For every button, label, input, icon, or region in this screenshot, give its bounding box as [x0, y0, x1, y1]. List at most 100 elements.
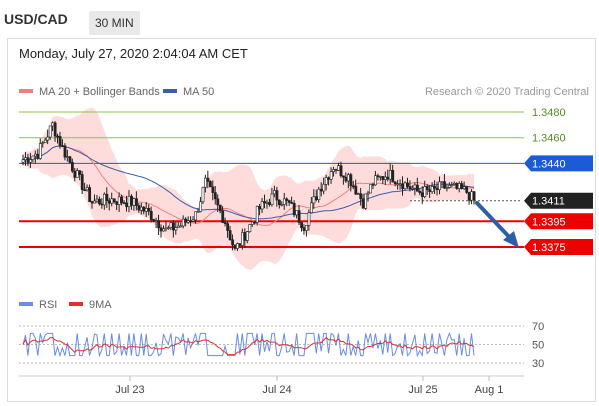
candle-body: [440, 181, 444, 183]
candle-body: [21, 159, 25, 163]
level-tag-3: [524, 192, 593, 209]
candle-body: [164, 227, 168, 230]
candle-body: [61, 145, 64, 147]
candle-body: [95, 198, 99, 202]
candle-body: [105, 193, 109, 202]
timeframe-badge[interactable]: 30 MIN: [89, 11, 140, 35]
candle-body: [430, 186, 434, 193]
ma50-line: [22, 145, 475, 220]
candle-body: [127, 195, 131, 208]
candle-body: [228, 230, 232, 241]
candle-body: [243, 232, 247, 241]
candle-body: [154, 220, 158, 222]
candle-body: [455, 183, 459, 189]
candle-body: [112, 198, 116, 203]
candle-body: [233, 244, 237, 249]
candle-body: [322, 183, 326, 192]
candle-body: [174, 227, 178, 231]
candle-body: [189, 220, 193, 223]
legend-rsi-label: RSI: [39, 299, 57, 311]
candle-body: [255, 206, 259, 223]
candle-body: [34, 153, 37, 157]
candle-body: [85, 187, 89, 191]
candle-body: [282, 198, 286, 205]
candle-body: [162, 228, 165, 232]
candle-body: [135, 198, 138, 206]
legend-rsi-swatch: [19, 302, 33, 306]
candle-body: [216, 198, 220, 206]
candle-body: [147, 208, 151, 212]
candle-body: [406, 182, 409, 187]
symbol-title: USD/CAD: [4, 11, 68, 27]
candle-body: [295, 210, 299, 216]
candle-body: [172, 222, 175, 231]
candle-body: [63, 145, 67, 158]
candle-body: [181, 218, 185, 227]
candle-body: [297, 210, 301, 223]
candle-body: [199, 201, 202, 212]
candle-body: [80, 174, 84, 191]
candle-body: [319, 188, 323, 192]
bollinger-band: [23, 107, 474, 270]
candle-body: [125, 202, 129, 208]
level-label-0: 1.3480: [532, 107, 566, 119]
candle-body: [31, 155, 35, 160]
candle-body: [305, 225, 308, 231]
candle-body: [337, 165, 340, 171]
candle-body: [401, 183, 405, 190]
candle-body: [204, 177, 207, 188]
candle-body: [351, 185, 355, 188]
candle-body: [176, 225, 180, 228]
candle-body: [268, 202, 271, 205]
candle-body: [221, 210, 225, 223]
rsi-tick-2: 30: [532, 358, 544, 370]
candle-body: [420, 192, 424, 197]
level-tag-2: [524, 155, 593, 172]
candle-body: [236, 243, 239, 249]
candle-body: [100, 203, 104, 206]
candle-body: [334, 169, 338, 171]
candle-body: [314, 196, 318, 200]
candle-body: [107, 200, 111, 204]
candle-body: [349, 174, 353, 187]
candle-body: [179, 225, 183, 228]
candle-body: [278, 199, 281, 205]
candle-body: [115, 201, 119, 205]
legend-ma9-label: 9MA: [89, 299, 112, 311]
candle-body: [398, 183, 402, 186]
forecast-arrow-head: [503, 231, 519, 248]
candle-body: [241, 232, 244, 246]
candle-body: [265, 202, 269, 204]
candle-body: [329, 171, 333, 180]
candle-body: [83, 189, 87, 192]
candle-body: [90, 201, 94, 204]
level-tag-5: [524, 239, 593, 255]
candle-body: [312, 196, 316, 204]
candle-body: [56, 135, 60, 138]
candle-body: [376, 175, 380, 178]
candle-body: [413, 184, 417, 189]
candle-body: [139, 206, 143, 211]
candle-body: [450, 184, 454, 186]
candle-body: [391, 170, 395, 183]
candle-body: [270, 193, 274, 205]
candle-body: [258, 206, 262, 210]
candle-body: [169, 222, 173, 228]
candle-body: [184, 218, 188, 223]
level-label-2: 1.3440: [532, 158, 566, 170]
candle-body: [26, 157, 30, 163]
candle-body: [142, 206, 146, 212]
candle-body: [186, 220, 190, 223]
level-tag-4: [524, 213, 593, 230]
candle-body: [238, 243, 242, 246]
candle-body: [41, 142, 45, 144]
candle-body: [213, 192, 217, 200]
legend-ma50-label: MA 50: [183, 86, 214, 98]
candle-body: [457, 183, 461, 189]
candle-body: [435, 187, 439, 190]
candle-body: [342, 175, 345, 178]
rsi-ma-line: [22, 336, 475, 356]
candle-body: [137, 205, 141, 211]
candle-body: [310, 202, 313, 213]
